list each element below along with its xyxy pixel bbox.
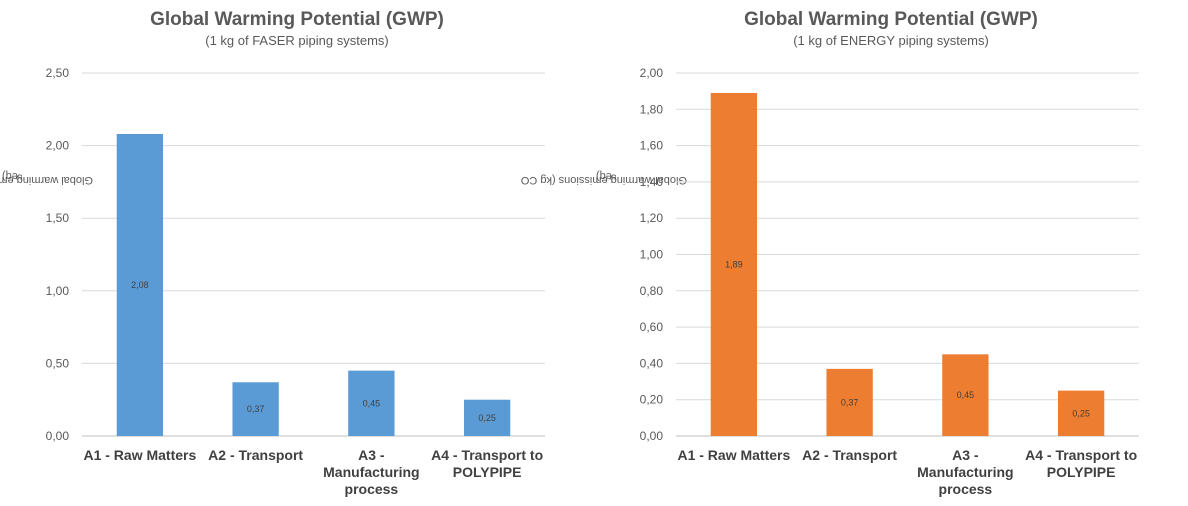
data-label: 0,25	[478, 413, 496, 423]
bar	[826, 368, 873, 436]
y-tick-label: 1,80	[640, 102, 664, 116]
y-tick-label: 1,00	[46, 284, 70, 298]
chart-energy: Global Warming Potential (GWP) (1 kg of …	[521, 0, 1188, 506]
y-tick-label: 0,80	[640, 284, 664, 298]
data-label: 2,08	[131, 280, 149, 290]
chart-title: Global Warming Potential (GWP)	[150, 9, 444, 30]
y-tick-label: 2,50	[46, 66, 70, 80]
x-tick-label: POLYPIPE	[453, 464, 522, 480]
y-tick-label: 2,00	[46, 139, 70, 153]
x-tick-label: A4 - Transport to	[1025, 447, 1137, 463]
bar	[710, 92, 758, 436]
x-tick-label: A1 - Raw Matters	[83, 447, 196, 463]
x-tick-label: A2 - Transport	[208, 447, 303, 463]
x-tick-label: A3 -	[952, 447, 979, 463]
y-tick-label: 0,50	[46, 356, 70, 370]
y-tick-label: 1,40	[640, 175, 664, 189]
y-tick-label: 0,00	[640, 429, 664, 443]
x-tick-label: A1 - Raw Matters	[677, 447, 790, 463]
y-tick-label: 0,40	[640, 356, 664, 370]
data-label: 0,37	[841, 397, 859, 407]
x-tick-label: A4 - Transport to	[431, 447, 543, 463]
y-tick-label: 2,00	[640, 66, 664, 80]
bar	[116, 133, 164, 436]
y-tick-label: 1,50	[46, 211, 70, 225]
bar	[942, 354, 989, 436]
x-tick-label: POLYPIPE	[1047, 464, 1116, 480]
y-tick-label: 1,20	[640, 211, 664, 225]
plot-area: 0,00 0,50 1,00 1,50 2,00 2,50 2,08 A1 - Raw Mat…	[46, 66, 545, 497]
x-tick-label: Manufacturing	[917, 464, 1013, 480]
chart-subtitle: (1 kg of ENERGY piping systems)	[793, 33, 989, 48]
x-tick-label: A2 - Transport	[802, 447, 897, 463]
chart-subtitle: (1 kg of FASER piping systems)	[205, 33, 389, 48]
bar	[1057, 390, 1105, 436]
y-tick-label: 1,00	[640, 248, 664, 262]
chart-title: Global Warming Potential (GWP)	[744, 9, 1038, 30]
y-tick-label: 0,20	[640, 393, 664, 407]
data-label: 1,89	[725, 259, 743, 269]
bar	[463, 399, 511, 436]
x-tick-label: process	[939, 481, 993, 497]
chart-faser: Global Warming Potential (GWP) (1 kg of …	[0, 9, 545, 497]
data-label: 0,45	[957, 390, 975, 400]
y-tick-label: 1,60	[640, 139, 664, 153]
x-tick-label: process	[345, 481, 399, 497]
plot-area: 0,00 0,20 0,40 0,60 0,80 1,00 1,20 1,40 1,60 1,80…	[640, 66, 1139, 497]
bar	[232, 382, 279, 436]
data-label: 0,37	[247, 404, 265, 414]
bar	[348, 370, 395, 436]
x-tick-label: Manufacturing	[323, 464, 419, 480]
data-label: 0,25	[1072, 408, 1090, 418]
data-label: 0,45	[363, 398, 381, 408]
y-tick-label: 0,00	[46, 429, 70, 443]
y-tick-label: 0,60	[640, 320, 664, 334]
x-tick-label: A3 -	[358, 447, 385, 463]
